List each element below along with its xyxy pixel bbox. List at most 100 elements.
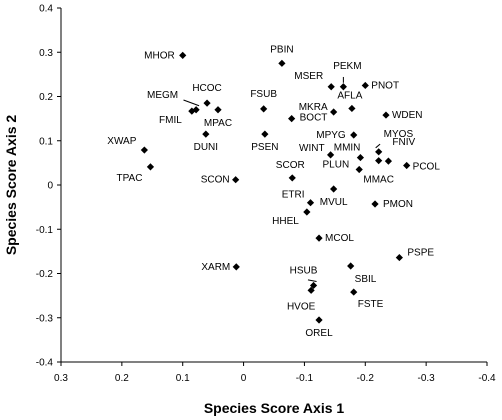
label-fsub: FSUB — [250, 89, 277, 100]
point-hvoe — [307, 286, 315, 294]
point-plun — [355, 165, 363, 174]
y-tick-label: -0.3 — [36, 313, 54, 324]
label-hcoc: HCOC — [192, 83, 221, 94]
label-pbin: PBIN — [270, 44, 293, 55]
point-wden — [382, 111, 390, 119]
point-xarm — [232, 263, 240, 271]
x-tick-label: -0.4 — [478, 373, 496, 384]
label-afla: AFLA — [337, 90, 362, 101]
point-psen — [261, 130, 269, 138]
arrow-hsub — [307, 279, 317, 282]
point-orel — [315, 316, 323, 324]
label-mvul: MVUL — [320, 197, 348, 208]
point-mkra — [330, 108, 338, 116]
y-tick-label: -0.4 — [36, 358, 54, 369]
label-boct: BOCT — [300, 113, 328, 124]
point-tpac — [146, 163, 155, 171]
point-mpyg — [350, 131, 358, 139]
label-wden: WDEN — [392, 110, 423, 121]
label-mpyg: MPYG — [316, 130, 346, 141]
point-mpac — [214, 106, 222, 114]
y-tick-label: 0.3 — [39, 48, 53, 59]
label-hhel: HHEL — [272, 216, 299, 227]
label-arrows — [183, 76, 381, 282]
x-tick-label: 0 — [241, 373, 247, 384]
label-hvoe: HVOE — [287, 301, 316, 312]
label-wint: WINT — [299, 143, 325, 154]
x-axis-ticks: 0.3 0.2 0.1 0 -0.1 -0.2 -0.3 -0.4 — [54, 362, 496, 384]
label-psen: PSEN — [251, 142, 278, 153]
label-fmil: FMIL — [159, 115, 182, 126]
x-tick-label: -0.2 — [357, 373, 375, 384]
point-duni — [202, 130, 210, 138]
label-fniv: FNIV — [392, 137, 415, 148]
point-mmin — [356, 153, 365, 162]
point-boct — [288, 115, 296, 123]
label-hsub: HSUB — [290, 265, 318, 276]
label-mser: MSER — [294, 71, 323, 82]
point-mcol — [315, 234, 323, 242]
label-mcol: MCOL — [325, 233, 354, 244]
y-tick-label: -0.1 — [36, 225, 54, 236]
x-tick-label: -0.3 — [418, 373, 436, 384]
label-megm: MEGM — [147, 90, 178, 101]
arrow-myos — [375, 143, 381, 149]
point-xwap — [140, 146, 148, 154]
plot-area: 0.3 0.2 0.1 0 -0.1 -0.2 -0.3 -0.4 0.4 0.3 0.2 0.1 0… — [36, 4, 496, 385]
label-pnot: PNOT — [371, 80, 399, 91]
y-axis-title: Species Score Axis 2 — [3, 115, 19, 256]
point-myos — [375, 148, 383, 156]
label-xwap: XWAP — [107, 136, 136, 147]
label-etri: ETRI — [282, 190, 305, 201]
x-tick-label: -0.1 — [296, 373, 314, 384]
point-scor — [288, 174, 296, 182]
x-axis-title: Species Score Axis 1 — [204, 400, 345, 416]
point-pekm — [339, 83, 347, 91]
point-etri — [306, 199, 315, 207]
label-sbil: SBIL — [355, 274, 377, 285]
label-tpac: TPAC — [117, 173, 143, 184]
point-fniv — [384, 157, 393, 165]
point-mser — [327, 83, 335, 91]
label-plun: PLUN — [323, 160, 350, 171]
label-mmin: MMIN — [334, 143, 361, 154]
x-tick-label: 0.3 — [54, 373, 68, 384]
point-pnot — [361, 81, 369, 90]
point-hsub — [309, 281, 318, 290]
arrow-megm — [183, 99, 200, 107]
y-tick-label: 0.2 — [39, 92, 53, 103]
point-scon — [232, 176, 240, 184]
label-scor: SCOR — [276, 160, 305, 171]
label-fste: FSTE — [358, 299, 384, 310]
point-fsub — [260, 105, 268, 113]
y-tick-label: 0 — [47, 181, 53, 192]
point-wint — [326, 151, 335, 159]
label-mkra: MKRA — [299, 102, 328, 113]
point-fmil — [188, 107, 196, 115]
label-pmon: PMON — [383, 199, 413, 210]
label-mpac: MPAC — [204, 118, 232, 129]
point-afla — [348, 104, 356, 113]
label-scon: SCON — [201, 175, 230, 186]
point-pspe — [395, 253, 403, 262]
label-orel: OREL — [305, 328, 333, 339]
point-labels: MHOR PBIN PEKM MSER PNOT MEGM HCOC FMIL MPAC FSUB… — [107, 44, 440, 339]
y-axis-ticks: 0.4 0.3 0.2 0.1 0 -0.1 -0.2 -0.3 -0.4 — [36, 4, 61, 369]
point-fste — [350, 288, 358, 296]
label-xarm: XARM — [201, 262, 230, 273]
data-points — [140, 51, 411, 324]
x-tick-label: 0.2 — [115, 373, 129, 384]
point-hhel — [303, 208, 311, 216]
point-hcoc — [203, 99, 211, 107]
point-mhor — [179, 51, 187, 59]
point-pbin — [278, 59, 286, 67]
point-sbil — [347, 262, 355, 270]
label-pspe: PSPE — [407, 248, 434, 259]
label-myos: MYOS — [384, 129, 414, 140]
label-mhor: MHOR — [144, 50, 175, 61]
point-mmac — [375, 157, 383, 165]
y-tick-label: 0.4 — [39, 4, 53, 15]
x-tick-label: 0.1 — [176, 373, 190, 384]
label-mmac: MMAC — [363, 175, 394, 186]
